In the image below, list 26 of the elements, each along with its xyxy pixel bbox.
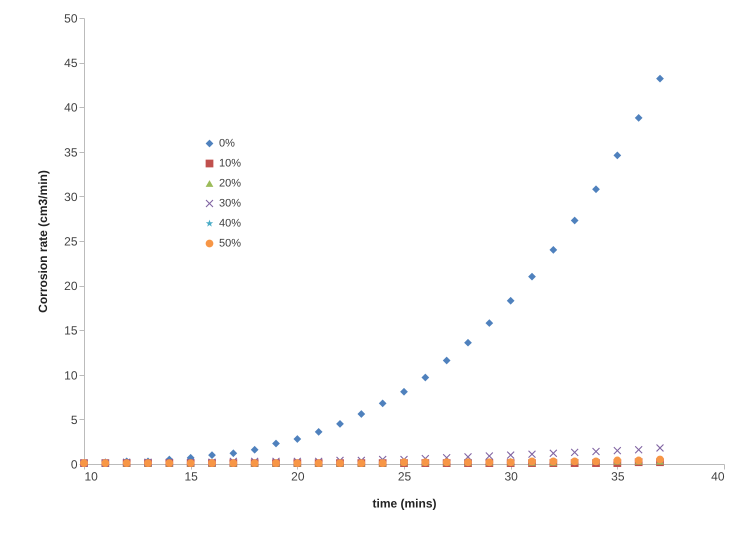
x-tick-label: 10 bbox=[84, 470, 98, 484]
y-tick-label: 30 bbox=[64, 190, 78, 204]
y-axis-title: Corrosion rate (cm3/min) bbox=[36, 170, 50, 313]
legend-label: 50% bbox=[219, 238, 242, 250]
y-tick-label: 50 bbox=[64, 12, 78, 26]
y-tick-label: 10 bbox=[64, 368, 78, 382]
x-tick-label: 30 bbox=[504, 470, 518, 484]
legend-label: 20% bbox=[219, 178, 242, 190]
y-tick-label: 40 bbox=[64, 100, 78, 115]
y-tick-label: 35 bbox=[64, 145, 78, 160]
legend-label: 30% bbox=[219, 198, 242, 210]
legend-label: 40% bbox=[219, 218, 242, 230]
y-tick-label: 5 bbox=[70, 412, 78, 427]
x-tick-label: 35 bbox=[611, 470, 625, 484]
x-tick-label: 40 bbox=[711, 470, 725, 484]
x-axis-title: time (mins) bbox=[372, 496, 437, 510]
y-tick-label: 25 bbox=[64, 234, 78, 248]
legend-label: 10% bbox=[219, 158, 242, 170]
y-tick-label: 0 bbox=[70, 458, 78, 472]
y-tick-label: 20 bbox=[64, 279, 78, 294]
y-tick-label: 45 bbox=[64, 56, 78, 70]
legend-label: 0% bbox=[219, 138, 236, 150]
x-tick-label: 25 bbox=[398, 470, 412, 484]
x-tick-label: 15 bbox=[184, 470, 198, 484]
x-tick-label: 20 bbox=[291, 470, 305, 484]
y-tick-label: 15 bbox=[64, 324, 78, 338]
